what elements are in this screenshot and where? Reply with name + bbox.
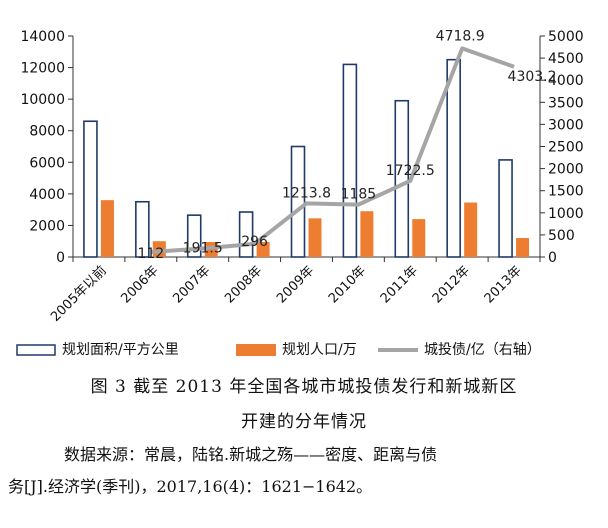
figure-caption-line1: 图 3 截至 2013 年全国各城市城投债发行和新城新区: [90, 377, 518, 397]
y-right-tick-label: 5000: [548, 29, 584, 45]
source-note-line2: 务[J].经济学(季刊)，2017,16(4)：1621−1642。: [8, 477, 373, 496]
y-right-tick-label: 500: [548, 228, 575, 244]
chart-labels: 112 191.5 296 1213.8 1185 1722.5 4718.9 4303.2: [137, 28, 556, 262]
data-label-bond: 112: [137, 246, 164, 262]
y-right-tick-label: 2500: [548, 140, 584, 156]
bar-planned-population: [412, 219, 426, 257]
x-tick-label: 2005年以前: [47, 263, 109, 325]
chart: 0 2000 4000 6000 8000 10000 12000 14000 0 500 1000…: [20, 28, 584, 325]
y-right-tick-label: 3500: [548, 95, 584, 111]
bar-planned-area: [290, 145, 306, 258]
bar-planned-area: [446, 58, 461, 258]
y-right-tick-label: 1500: [548, 184, 584, 200]
y-right-tick-label: 2000: [548, 162, 584, 178]
bar-planned-population: [256, 242, 270, 257]
source-note-line1: 数据来源：常晨，陆铭.新城之殇——密度、距离与债: [64, 445, 438, 464]
y-right-tick-label: 0: [548, 250, 557, 266]
legend-label-area: 规划面积/平方公里: [62, 342, 179, 358]
legend-label-debt: 城投债/亿（右轴）: [424, 342, 541, 358]
line-urban-investment-bonds: [150, 46, 515, 255]
bar-planned-population: [308, 218, 322, 257]
x-tick-label: 2010年: [326, 263, 369, 306]
bar-planned-area: [135, 200, 150, 258]
x-tick-label: 2009年: [274, 263, 317, 306]
chart-line-series: [150, 46, 515, 255]
x-tick-label: 2008年: [222, 263, 265, 306]
y-right-tick-label: 3000: [548, 117, 584, 133]
bar-planned-population: [100, 200, 114, 257]
bar-planned-area: [83, 120, 98, 258]
y-left-tick-label: 0: [56, 250, 65, 266]
data-label-bond: 1213.8: [282, 185, 331, 201]
y-right-tick-label: 1000: [548, 206, 584, 222]
x-tick-label: 2007年: [170, 263, 213, 306]
legend-label-population: 规划人口/万: [282, 342, 357, 358]
x-tick-label: 2013年: [482, 263, 525, 306]
x-tick-label: 2006年: [118, 263, 161, 306]
legend-swatch-filled-bar: [236, 344, 276, 356]
data-label-bond: 296: [241, 234, 268, 250]
chart-legend: 规划面积/平方公里 规划人口/万 城投债/亿（右轴）: [0, 338, 608, 362]
bar-planned-population: [516, 238, 530, 257]
y-left-tick-label: 4000: [29, 187, 65, 203]
y-left-tick-label: 14000: [20, 29, 65, 45]
data-label-bond: 1722.5: [386, 163, 435, 179]
bar-planned-area: [394, 99, 410, 258]
legend-swatch-line: [378, 348, 418, 352]
bar-planned-area: [186, 214, 202, 258]
legend-swatch-outline-bar: [16, 344, 56, 356]
data-label-bond: 191.5: [183, 241, 223, 257]
data-label-bond: 1185: [341, 187, 377, 203]
data-label-bond: 4303.2: [508, 69, 557, 85]
bar-planned-population: [360, 211, 374, 257]
y-right-tick-label: 4500: [548, 51, 584, 67]
chart-bars: [83, 58, 530, 258]
y-left-tick-label: 8000: [29, 124, 65, 140]
figure-caption-line2: 开建的分年情况: [241, 412, 367, 432]
x-tick-label: 2011年: [378, 263, 421, 306]
y-right-tick-label: 4000: [548, 73, 584, 89]
y-left-tick-label: 2000: [29, 218, 65, 234]
bar-planned-population: [464, 202, 478, 257]
data-label-bond: 4718.9: [436, 28, 485, 44]
bar-planned-area: [498, 159, 513, 258]
x-tick-label: 2012年: [430, 263, 473, 306]
y-left-tick-label: 10000: [20, 92, 65, 108]
y-left-tick-label: 12000: [20, 61, 65, 77]
bar-planned-area: [342, 63, 358, 258]
y-left-tick-label: 6000: [29, 155, 65, 171]
